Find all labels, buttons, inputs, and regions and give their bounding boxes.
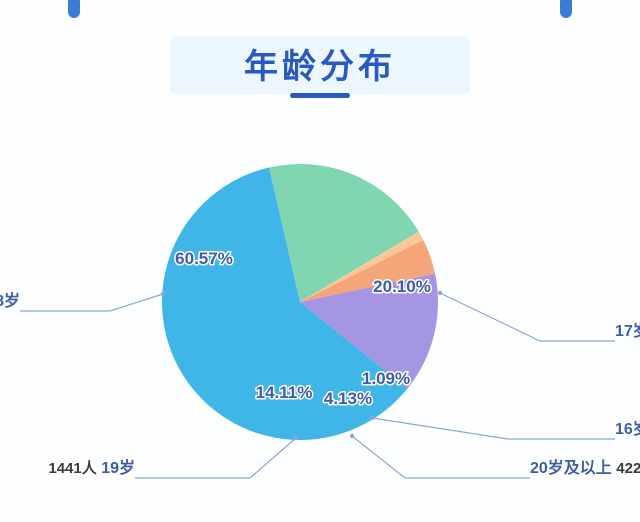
outer-label-age20u: 20岁及以上 422人	[530, 458, 640, 477]
outer-label-age16d: 16岁及以下 111人	[615, 419, 640, 438]
pie-chart: 20.10% 17岁 2053人 1.09% 16岁及以下 111人 4.13% 20岁及…	[0, 116, 640, 522]
leader-age16d	[372, 418, 615, 439]
binder-hole-right	[560, 0, 572, 18]
outer-label-age18: 6185人 18岁	[0, 291, 20, 310]
leader-dot-age16d	[370, 416, 374, 420]
binder-hole-left	[68, 0, 80, 18]
pct-label-age18: 60.57%	[175, 249, 233, 268]
leader-age18	[20, 294, 163, 311]
outer-label-age17: 17岁 2053人	[615, 321, 640, 340]
pct-label-age16d: 1.09%	[362, 369, 410, 388]
chart-title: 年龄分布	[244, 39, 396, 92]
leader-age20u	[352, 436, 530, 478]
pct-label-age20u: 4.13%	[324, 389, 372, 408]
pct-label-age19: 14.11%	[256, 383, 313, 402]
leader-dot-age19	[294, 436, 298, 440]
outer-label-age19: 1441人 19岁	[48, 458, 135, 477]
leader-dot-age18	[161, 292, 165, 296]
title-band: 年龄分布	[170, 36, 470, 94]
leader-age19	[135, 438, 296, 478]
leader-age17	[440, 293, 615, 341]
leader-dot-age20u	[350, 434, 354, 438]
title-underline	[290, 93, 350, 98]
pct-label-age17: 20.10%	[373, 277, 431, 296]
leader-dot-age17	[438, 291, 442, 295]
